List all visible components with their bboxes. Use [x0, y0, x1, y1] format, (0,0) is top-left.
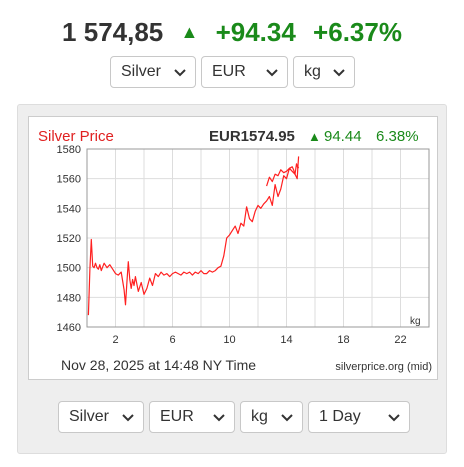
- current-price: 1 574,85: [62, 17, 164, 47]
- currency-select-value: EUR: [212, 63, 246, 80]
- x-tick-label: 10: [223, 334, 235, 346]
- chevron-down-icon: [213, 414, 225, 422]
- price-change-percent: +6.37%: [313, 17, 402, 47]
- metal-select-value: Silver: [69, 408, 110, 425]
- unit-select-value: kg: [304, 63, 321, 80]
- chart-source: silverprice.org (mid): [335, 361, 432, 373]
- y-tick-label: 1500: [57, 263, 81, 275]
- metal-select-bottom[interactable]: Silver: [58, 401, 144, 433]
- chart-grid: [87, 149, 429, 327]
- chart-axes: 1460 1480 1500 1520 1540 1560 1580 2 6 10 14 18 22: [57, 144, 430, 346]
- chevron-down-icon: [266, 69, 278, 77]
- x-tick-label: 14: [280, 334, 292, 346]
- price-series-line: [87, 163, 300, 316]
- chevron-down-icon: [388, 414, 400, 422]
- metal-select-value: Silver: [121, 63, 162, 80]
- price-change: +94.34: [215, 17, 296, 47]
- chart-quote-change: 94.44: [324, 128, 362, 145]
- chevron-down-icon: [174, 69, 186, 77]
- currency-select-bottom[interactable]: EUR: [149, 401, 235, 433]
- chart-title: Silver Price: [38, 128, 114, 145]
- price-header: 1 574,85 ▲ +94.34 +6.37%: [0, 14, 464, 50]
- y-tick-label: 1540: [57, 203, 81, 215]
- unit-select-top[interactable]: kg: [293, 56, 355, 88]
- period-select-value: 1 Day: [319, 408, 361, 425]
- chart-quote-percent: 6.38%: [376, 128, 419, 145]
- chevron-down-icon: [122, 414, 134, 422]
- x-tick-label: 2: [112, 334, 118, 346]
- price-series-line: [266, 156, 300, 187]
- y-tick-label: 1460: [57, 322, 81, 334]
- unit-select-value: kg: [251, 408, 268, 425]
- y-tick-label: 1480: [57, 292, 81, 304]
- plot-frame: [86, 148, 430, 328]
- y-tick-label: 1520: [57, 233, 81, 245]
- triangle-up-icon: ▲: [180, 22, 199, 42]
- x-tick-label: 6: [169, 334, 175, 346]
- metal-select-top[interactable]: Silver: [110, 56, 196, 88]
- y-tick-label: 1560: [57, 174, 81, 186]
- triangle-up-icon: ▲: [308, 129, 321, 144]
- chart-box: Silver Price EUR1574.95 ▲ 94.44 6.38% 14…: [28, 116, 438, 380]
- x-tick-label: 18: [337, 334, 349, 346]
- chevron-down-icon: [333, 69, 345, 77]
- unit-select-bottom[interactable]: kg: [240, 401, 303, 433]
- chart-unit-label: kg: [410, 316, 421, 327]
- currency-select-value: EUR: [160, 408, 194, 425]
- chart-plot-area: [87, 156, 300, 316]
- price-chart: Silver Price EUR1574.95 ▲ 94.44 6.38% 14…: [38, 128, 432, 373]
- chart-timestamp: Nov 28, 2025 at 14:48 NY Time: [61, 357, 256, 373]
- chevron-down-icon: [281, 414, 293, 422]
- currency-select-top[interactable]: EUR: [201, 56, 288, 88]
- y-tick-label: 1580: [57, 144, 81, 156]
- chart-quote-price: EUR1574.95: [209, 128, 295, 145]
- x-tick-label: 22: [394, 334, 406, 346]
- period-select[interactable]: 1 Day: [308, 401, 410, 433]
